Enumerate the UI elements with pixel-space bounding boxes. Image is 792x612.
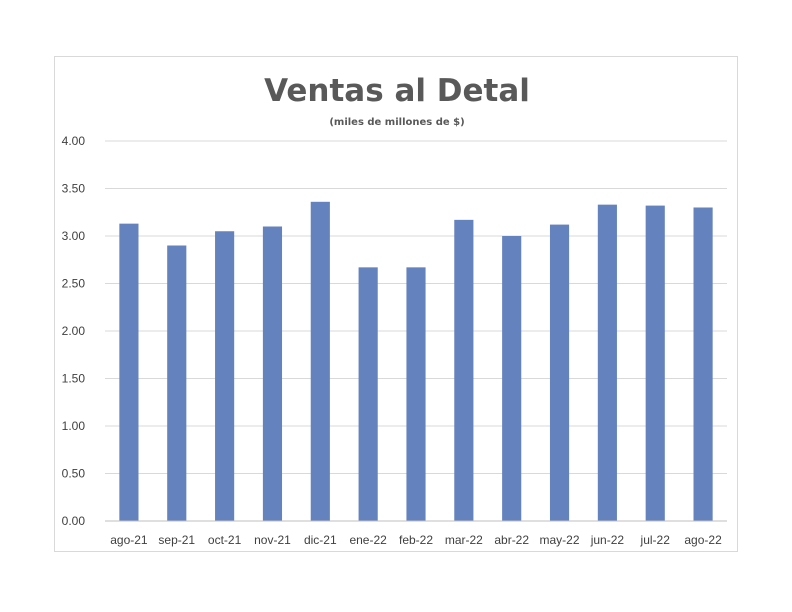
x-tick-label: ago-22 <box>684 533 722 547</box>
chart-frame: Ventas al Detal (miles de millones de $)… <box>54 56 738 552</box>
y-tick-label: 1.50 <box>62 372 86 386</box>
bar-may-22 <box>549 224 570 521</box>
y-axis-ticks: 0.00 0.50 1.00 1.50 2.00 2.50 3.00 3.50 4.00 <box>62 134 86 528</box>
x-tick-label: may-22 <box>540 533 580 547</box>
x-tick-label: dic-21 <box>304 533 337 547</box>
y-tick-label: 2.50 <box>62 277 86 291</box>
y-tick-label: 4.00 <box>62 134 86 148</box>
bar-ago-22 <box>693 207 713 521</box>
x-tick-label: jun-22 <box>590 533 625 547</box>
y-tick-label: 0.00 <box>62 514 86 528</box>
bars <box>119 201 713 522</box>
chart-title: Ventas al Detal <box>264 73 530 109</box>
y-tick-label: 2.00 <box>62 324 86 338</box>
bar-dic-21 <box>310 201 330 522</box>
x-tick-label: oct-21 <box>208 533 242 547</box>
bar-sep-21 <box>167 245 187 521</box>
x-tick-label: ene-22 <box>349 533 387 547</box>
x-tick-label: jul-22 <box>640 533 671 547</box>
chart-subtitle: (miles de millones de $) <box>329 117 464 128</box>
bar-chart: Ventas al Detal (miles de millones de $)… <box>62 73 727 547</box>
bar-mar-22 <box>454 219 474 521</box>
bar-nov-21 <box>262 226 283 521</box>
bar-abr-22 <box>502 236 522 521</box>
y-tick-label: 3.50 <box>62 182 86 196</box>
bar-jun-22 <box>597 204 617 521</box>
x-tick-label: sep-21 <box>158 533 195 547</box>
bar-oct-21 <box>215 231 235 521</box>
x-tick-label: mar-22 <box>445 533 483 547</box>
bar-jul-22 <box>645 205 665 521</box>
x-axis-ticks: ago-21 sep-21 oct-21 nov-21 dic-21 ene-22 feb-… <box>110 533 722 547</box>
x-tick-label: feb-22 <box>399 533 433 547</box>
bar-feb-22 <box>406 267 426 521</box>
x-tick-label: abr-22 <box>494 533 529 547</box>
y-tick-label: 0.50 <box>62 467 86 481</box>
x-tick-label: ago-21 <box>110 533 148 547</box>
y-tick-label: 1.00 <box>62 419 86 433</box>
y-tick-label: 3.00 <box>62 229 86 243</box>
x-tick-label: nov-21 <box>254 533 291 547</box>
bar-ago-21 <box>119 223 139 521</box>
bar-ene-22 <box>358 267 378 521</box>
